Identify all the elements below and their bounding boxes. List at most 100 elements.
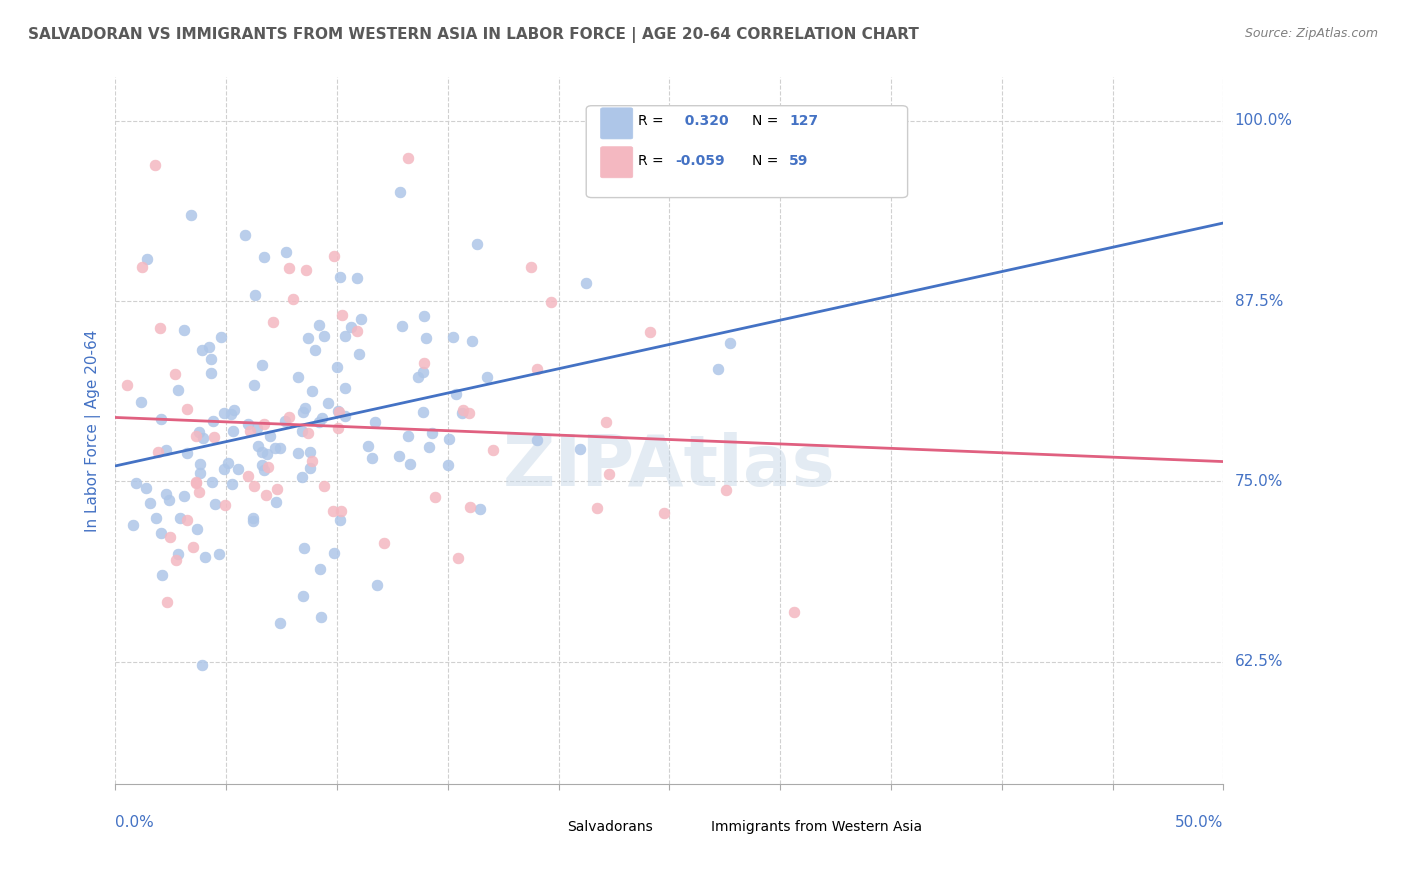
Point bbox=[297, 331, 319, 345]
Point bbox=[256, 447, 278, 461]
Point bbox=[291, 469, 314, 483]
Point bbox=[418, 440, 440, 454]
Point bbox=[413, 356, 436, 370]
Point bbox=[291, 589, 314, 603]
Point bbox=[420, 425, 443, 440]
Point bbox=[412, 366, 434, 380]
FancyBboxPatch shape bbox=[678, 818, 707, 838]
Point bbox=[322, 504, 344, 518]
Point bbox=[194, 550, 217, 565]
Point bbox=[329, 504, 352, 518]
Text: R =: R = bbox=[638, 153, 664, 168]
Point bbox=[396, 151, 419, 165]
Point bbox=[219, 407, 242, 421]
Point bbox=[243, 478, 266, 492]
Point bbox=[292, 405, 315, 419]
Point bbox=[256, 460, 278, 475]
Point bbox=[122, 518, 145, 533]
Point bbox=[526, 433, 548, 447]
Point bbox=[323, 546, 346, 560]
Point bbox=[329, 513, 352, 527]
Point bbox=[167, 384, 190, 398]
Point bbox=[468, 502, 491, 516]
Point bbox=[340, 319, 363, 334]
Point bbox=[346, 270, 368, 285]
Point bbox=[243, 377, 266, 392]
Point bbox=[299, 460, 322, 475]
Point bbox=[391, 319, 413, 334]
Point bbox=[287, 370, 309, 384]
Point bbox=[274, 245, 297, 260]
Point bbox=[135, 481, 157, 495]
Point bbox=[540, 295, 562, 310]
Point bbox=[295, 263, 318, 277]
Point bbox=[238, 469, 260, 483]
Point bbox=[638, 325, 661, 339]
Point bbox=[165, 553, 187, 567]
Point bbox=[396, 429, 419, 443]
Point bbox=[226, 462, 249, 476]
Point bbox=[274, 413, 297, 427]
Point bbox=[242, 515, 264, 529]
Point bbox=[451, 402, 474, 417]
Point bbox=[204, 497, 226, 511]
Text: N =: N = bbox=[752, 114, 779, 128]
Point bbox=[308, 318, 330, 333]
Point bbox=[373, 536, 395, 550]
Point bbox=[217, 456, 239, 470]
Text: 62.5%: 62.5% bbox=[1234, 654, 1284, 669]
Point bbox=[269, 441, 291, 455]
Point bbox=[131, 260, 153, 275]
Point bbox=[312, 479, 335, 493]
Point bbox=[184, 475, 207, 489]
Point bbox=[188, 425, 211, 439]
Point bbox=[188, 457, 211, 471]
Point bbox=[333, 381, 356, 395]
Point bbox=[222, 402, 245, 417]
FancyBboxPatch shape bbox=[586, 106, 908, 198]
Point bbox=[186, 522, 208, 536]
Point bbox=[214, 498, 236, 512]
Point bbox=[212, 461, 235, 475]
Point bbox=[294, 401, 316, 415]
Point bbox=[364, 415, 387, 429]
Point bbox=[458, 500, 481, 515]
Point bbox=[197, 340, 219, 354]
Point bbox=[146, 445, 169, 459]
Point bbox=[292, 541, 315, 555]
Point bbox=[166, 547, 188, 561]
Point bbox=[707, 361, 730, 376]
Point bbox=[190, 466, 212, 480]
Point bbox=[176, 401, 198, 416]
Text: -0.059: -0.059 bbox=[675, 153, 724, 168]
Point bbox=[239, 424, 262, 438]
Point bbox=[326, 421, 349, 435]
Text: N =: N = bbox=[752, 153, 779, 168]
Point bbox=[150, 568, 173, 582]
Point bbox=[191, 658, 214, 673]
Point bbox=[447, 551, 470, 566]
Point bbox=[145, 511, 167, 525]
Point bbox=[150, 411, 173, 425]
Point bbox=[278, 261, 301, 276]
Point bbox=[718, 335, 741, 350]
FancyBboxPatch shape bbox=[600, 108, 633, 139]
Point bbox=[173, 489, 195, 503]
Point bbox=[155, 442, 177, 457]
Point bbox=[208, 548, 231, 562]
Text: Salvadorans: Salvadorans bbox=[568, 820, 654, 834]
Point bbox=[326, 404, 349, 418]
Point bbox=[287, 446, 309, 460]
Point bbox=[311, 411, 333, 425]
Point bbox=[333, 409, 356, 423]
Point bbox=[176, 513, 198, 527]
Point bbox=[299, 444, 322, 458]
Text: 0.320: 0.320 bbox=[675, 114, 728, 128]
Point bbox=[176, 446, 198, 460]
Point bbox=[242, 511, 264, 525]
Point bbox=[233, 228, 256, 243]
Point bbox=[253, 250, 276, 264]
Point bbox=[202, 430, 225, 444]
Point bbox=[318, 396, 340, 410]
Point bbox=[585, 501, 607, 516]
